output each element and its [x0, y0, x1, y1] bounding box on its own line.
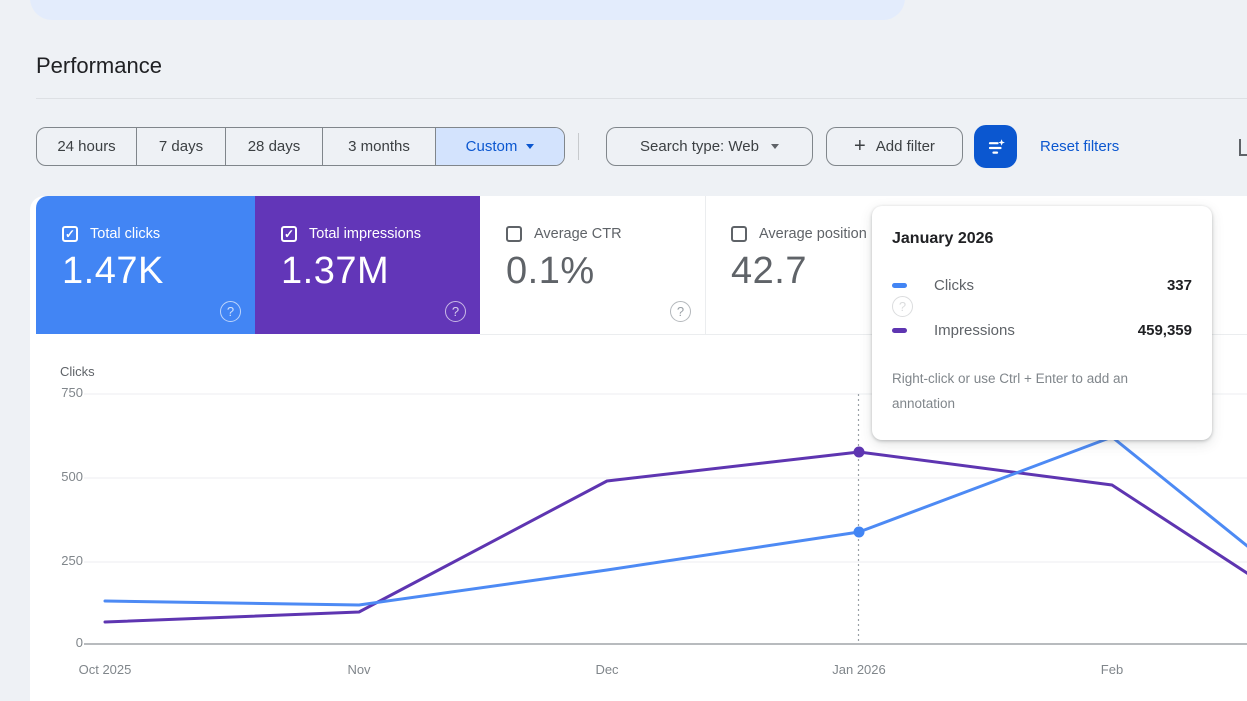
- checkbox-unchecked-icon[interactable]: [506, 226, 522, 242]
- x-axis-tick: Dec: [595, 662, 619, 677]
- date-range-group: 24 hours 7 days 28 days 3 months Custom: [36, 127, 565, 166]
- card-header: ✓ Total impressions: [281, 226, 421, 242]
- search-type-dropdown[interactable]: Search type: Web: [606, 127, 813, 166]
- add-filter-button[interactable]: + Add filter: [826, 127, 963, 166]
- tooltip-title: January 2026: [892, 230, 994, 247]
- chart-tooltip: January 2026 Clicks 337 Impressions 459,…: [872, 206, 1212, 440]
- card-label: Total impressions: [309, 226, 422, 242]
- help-icon-behind-tooltip: ?: [892, 296, 913, 317]
- add-filter-label: Add filter: [875, 138, 935, 155]
- cards-bottom-divider: [480, 334, 1247, 335]
- x-axis-tick: Feb: [1100, 662, 1124, 677]
- y-axis-title: Clicks: [60, 364, 95, 379]
- tooltip-row-impressions: Impressions 459,359: [872, 318, 1212, 342]
- card-value: 0.1%: [506, 250, 595, 292]
- y-axis-tick: 750: [61, 385, 83, 400]
- chevron-down-icon: [770, 144, 779, 149]
- page-title: Performance: [36, 53, 162, 78]
- global-search-bar-partial[interactable]: [30, 0, 905, 20]
- y-axis-tick: 500: [61, 469, 83, 484]
- date-range-label: Custom: [465, 138, 518, 155]
- card-value: 1.37M: [281, 250, 390, 292]
- header-divider: [36, 98, 1247, 99]
- card-header: ✓ Total clicks: [62, 226, 160, 242]
- tooltip-value: 337: [1166, 276, 1192, 294]
- tooltip-annotation-hint: Right-click or use Ctrl + Enter to add a…: [892, 371, 1128, 411]
- metric-card-total-impressions[interactable]: ✓ Total impressions 1.37M ?: [255, 196, 480, 334]
- tooltip-label: Clicks: [934, 276, 974, 294]
- date-range-label: 7 days: [158, 138, 204, 155]
- card-header: Average position: [731, 226, 867, 242]
- card-label: Total clicks: [90, 226, 161, 242]
- chevron-down-icon: [526, 144, 535, 149]
- toolbar-divider: [578, 133, 579, 160]
- reset-filters-label: Reset filters: [1040, 138, 1120, 155]
- date-range-3-months[interactable]: 3 months: [322, 128, 435, 165]
- tooltip-value: 459,359: [1137, 321, 1192, 339]
- card-value: 42.7: [731, 250, 807, 292]
- highlighted-point[interactable]: [853, 446, 865, 458]
- clipped-edge-icon: [1239, 139, 1247, 156]
- metric-card-total-clicks[interactable]: ✓ Total clicks 1.47K ?: [36, 196, 255, 334]
- impressions-legend-dash-icon: [892, 327, 907, 333]
- card-header: Average CTR: [506, 226, 622, 242]
- card-label: Average CTR: [534, 226, 622, 242]
- series-line-clicks: [103, 435, 1247, 607]
- tooltip-label: Impressions: [934, 321, 1015, 339]
- checkbox-unchecked-icon[interactable]: [731, 226, 747, 242]
- date-range-label: 28 days: [247, 138, 301, 155]
- date-range-label: 24 hours: [57, 138, 116, 155]
- help-icon[interactable]: ?: [445, 301, 466, 322]
- y-axis-tick: 0: [75, 635, 83, 650]
- plus-icon: +: [854, 134, 866, 157]
- clicks-legend-dash-icon: [892, 282, 907, 288]
- reset-filters-link[interactable]: Reset filters: [1040, 125, 1119, 168]
- x-axis-tick: Nov: [347, 662, 371, 677]
- metric-card-average-ctr[interactable]: Average CTR 0.1% ?: [480, 196, 705, 334]
- checkbox-checked-icon[interactable]: ✓: [62, 226, 78, 242]
- card-label: Average position: [759, 226, 867, 242]
- y-axis-tick: 250: [61, 553, 83, 568]
- date-range-28-days[interactable]: 28 days: [225, 128, 322, 165]
- date-range-custom-selected[interactable]: Custom: [435, 128, 564, 165]
- tooltip-row-clicks: Clicks 337: [872, 273, 1212, 297]
- tune-sparkle-icon: [988, 138, 1005, 154]
- card-value: 1.47K: [62, 250, 164, 292]
- date-range-24-hours[interactable]: 24 hours: [37, 128, 136, 165]
- card-separator: [705, 196, 706, 334]
- highlighted-point[interactable]: [853, 526, 865, 538]
- help-icon[interactable]: ?: [220, 301, 241, 322]
- search-type-label: Search type: Web: [640, 138, 759, 155]
- series-line-impressions: [103, 450, 1247, 624]
- help-icon[interactable]: ?: [670, 301, 691, 322]
- performance-line-chart[interactable]: [0, 380, 1247, 670]
- x-axis-tick: Jan 2026: [832, 662, 886, 677]
- date-range-label: 3 months: [348, 138, 410, 155]
- x-axis-tick: Oct 2025: [78, 662, 132, 677]
- ai-filter-button[interactable]: [974, 125, 1017, 168]
- date-range-7-days[interactable]: 7 days: [136, 128, 225, 165]
- checkbox-checked-icon[interactable]: ✓: [281, 226, 297, 242]
